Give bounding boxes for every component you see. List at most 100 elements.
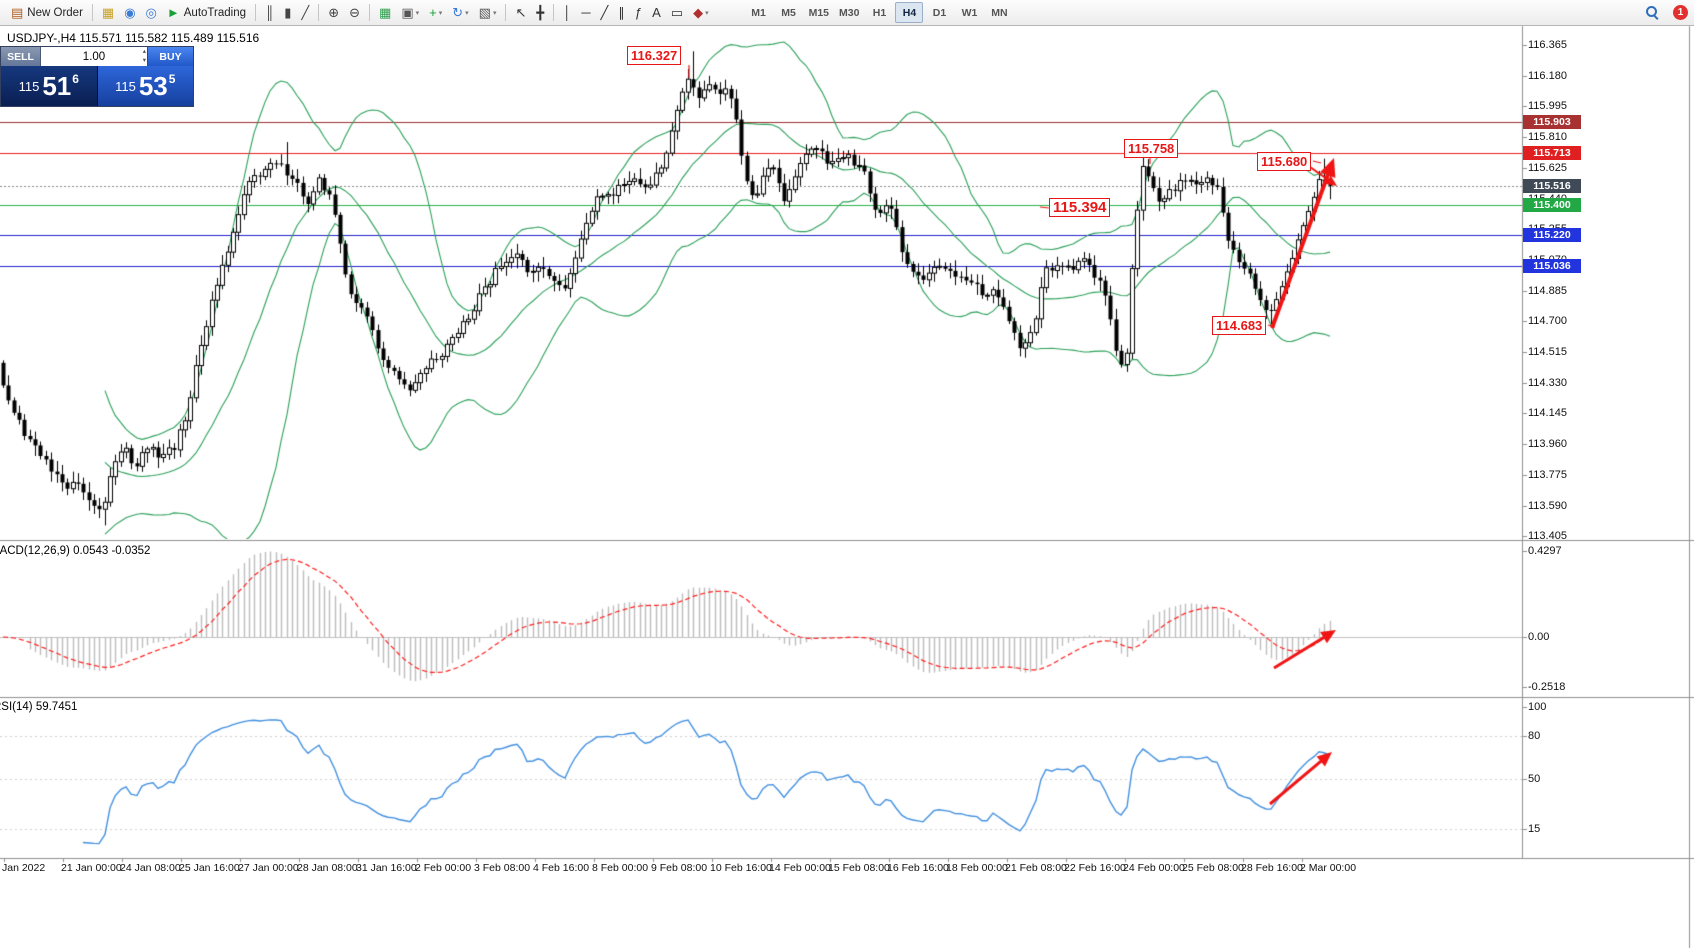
sell-button[interactable]: SELL <box>1 47 41 66</box>
timeframe-mn-button[interactable]: MN <box>985 2 1013 23</box>
time-axis-label: 8 Feb 00:00 <box>592 862 649 874</box>
sell-big-figure: 115 <box>18 78 40 94</box>
volume-input[interactable] <box>41 47 147 66</box>
cursor-button[interactable]: ↖ <box>511 2 530 24</box>
dropdown-caret-icon: ▾ <box>465 9 469 17</box>
shapes-button[interactable]: ◆ ▾ <box>689 2 713 24</box>
price-axis-label: 114.145 <box>1528 407 1567 420</box>
price-annotation[interactable]: 116.327 <box>627 46 682 65</box>
toolbar-separator <box>553 4 555 21</box>
strategy-tester-button[interactable]: ◎ <box>142 2 161 24</box>
search-button[interactable] <box>1642 2 1663 24</box>
new-order-icon: ▤ <box>11 5 24 20</box>
price-axis-label: 113.405 <box>1528 530 1567 543</box>
volume-down-button[interactable]: ▾ <box>142 56 146 64</box>
auto-scroll-button[interactable]: ↻ ▾ <box>448 2 472 24</box>
time-axis-label: 2 Feb 00:00 <box>415 862 472 874</box>
timeframe-h4-button-label: H4 <box>902 6 917 19</box>
price-annotation[interactable]: 115.680 <box>1257 152 1312 171</box>
timeframe-w1-button[interactable]: W1 <box>955 2 983 23</box>
timeframe-m15-button[interactable]: M15 <box>805 2 833 23</box>
toolbar-right: 1 <box>1641 0 1688 25</box>
bar-chart-button[interactable]: ║ <box>261 2 278 24</box>
bid-price-tag: 115.516 <box>1523 178 1581 193</box>
zoom-in-icon: ⊕ <box>328 5 340 20</box>
tile-windows-icon: ▦ <box>379 5 392 20</box>
toolbar: ▤ New Order ▦ ◉ ◎ ► AutoTrading ║ ▮ ╱ ⊕ ⊖ ▦ ▣ ▾ + ▾ ↻ ▾ ▧ ▾ ↖… <box>0 0 1694 26</box>
timeframe-h1-button[interactable]: H1 <box>865 2 893 23</box>
trendline-icon: ╱ <box>600 5 609 20</box>
time-axis-label: 14 Feb 00:00 <box>769 862 831 874</box>
zoom-out-icon: ⊖ <box>349 5 361 20</box>
volume-up-button[interactable]: ▴ <box>142 48 146 56</box>
dropdown-caret-icon: ▾ <box>415 9 420 17</box>
timeframe-h1-button-label: H1 <box>872 6 887 19</box>
candlestick-chart-button[interactable]: ▮ <box>280 2 295 24</box>
vertical-line-button[interactable]: │ <box>559 2 575 24</box>
cursor-icon: ↖ <box>515 5 527 20</box>
strategy-tester-icon: ◎ <box>145 5 157 20</box>
notification-badge[interactable]: 1 <box>1673 5 1688 20</box>
rsi-axis-label: 100 <box>1528 701 1547 713</box>
crosshair-icon: ╋ <box>536 5 545 20</box>
text-button[interactable]: A <box>648 2 665 24</box>
zoom-in-button[interactable]: ⊕ <box>324 2 343 24</box>
horizontal-line-button[interactable]: ─ <box>577 2 594 24</box>
text-icon: A <box>652 5 661 20</box>
fibonacci-button[interactable]: ƒ <box>631 2 646 24</box>
price-annotation[interactable]: 115.394 <box>1049 198 1111 217</box>
timeframe-m30-button[interactable]: M30 <box>835 2 863 23</box>
buy-pips: 53 <box>138 71 168 101</box>
text-label-button[interactable]: ▭ <box>667 2 687 24</box>
indicators-icon: + <box>429 5 437 20</box>
macd-indicator-label: MACD(12,26,9) 0.0543 -0.0352 <box>0 545 151 557</box>
crosshair-button[interactable]: ╋ <box>532 2 548 24</box>
rsi-indicator-label: RSI(14) 59.7451 <box>0 701 78 713</box>
timeframe-m5-button-label: M5 <box>781 6 796 19</box>
price-axis-label: 113.775 <box>1528 468 1567 481</box>
new-order-button[interactable]: ▤ New Order <box>7 2 87 24</box>
trendline-button[interactable]: ╱ <box>597 2 613 24</box>
sell-price-display[interactable]: 115 51 6 <box>1 66 98 106</box>
toolbar-separator <box>505 4 507 21</box>
timeframe-h4-button[interactable]: H4 <box>895 2 924 23</box>
autotrading-button[interactable]: ► AutoTrading <box>163 2 250 24</box>
timeframe-mn-button-label: MN <box>991 6 1008 19</box>
timeframe-m5-button[interactable]: M5 <box>775 2 803 23</box>
zoom-out-button[interactable]: ⊖ <box>345 2 364 24</box>
vertical-line-icon: │ <box>563 5 572 20</box>
timeframe-w1-button-label: W1 <box>961 6 978 19</box>
sell-pips: 51 <box>42 71 72 101</box>
level-tag-115713: 115.713 <box>1523 146 1581 161</box>
time-axis-label: 24 Jan 08:00 <box>120 862 181 874</box>
market-watch-button[interactable]: ◉ <box>120 2 139 24</box>
buy-button[interactable]: BUY <box>147 47 193 66</box>
rsi-axis-label: 50 <box>1528 772 1541 785</box>
tile-windows-button[interactable]: ▦ <box>375 2 395 24</box>
timeframe-d1-button[interactable]: D1 <box>925 2 953 23</box>
time-axis-label: 3 Feb 08:00 <box>474 862 531 874</box>
buy-price-display[interactable]: 115 53 5 <box>97 66 193 106</box>
level-tag-115903: 115.903 <box>1523 114 1581 129</box>
channel-icon: ∥ <box>618 5 625 20</box>
timeframe-m1-button[interactable]: M1 <box>745 2 773 23</box>
auto-arrange-button[interactable]: ▣ ▾ <box>397 2 423 24</box>
toolbar-separator <box>91 4 93 21</box>
price-axis-label: 115.810 <box>1528 131 1567 144</box>
rsi-axis-label: 15 <box>1528 822 1541 835</box>
time-axis-label: 21 Jan 00:00 <box>61 862 122 874</box>
price-annotation[interactable]: 114.683 <box>1212 316 1267 335</box>
indicators-button[interactable]: + ▾ <box>425 2 446 24</box>
price-annotation[interactable]: 115.758 <box>1124 139 1179 158</box>
trade-panel-controls: SELL ▴ ▾ BUY <box>1 47 193 66</box>
dropdown-caret-icon: ▾ <box>492 9 497 17</box>
line-chart-button[interactable]: ╱ <box>297 2 313 24</box>
templates-button[interactable]: ▧ ▾ <box>475 2 501 24</box>
time-axis-label: 31 Jan 16:00 <box>356 862 417 874</box>
channel-button[interactable]: ∥ <box>614 2 629 24</box>
new-chart-button[interactable]: ▦ <box>98 2 118 24</box>
time-axis-label: 25 Jan 16:00 <box>179 862 240 874</box>
symbol-info: USDJPY-,H4 115.571 115.582 115.489 115.5… <box>7 31 260 45</box>
